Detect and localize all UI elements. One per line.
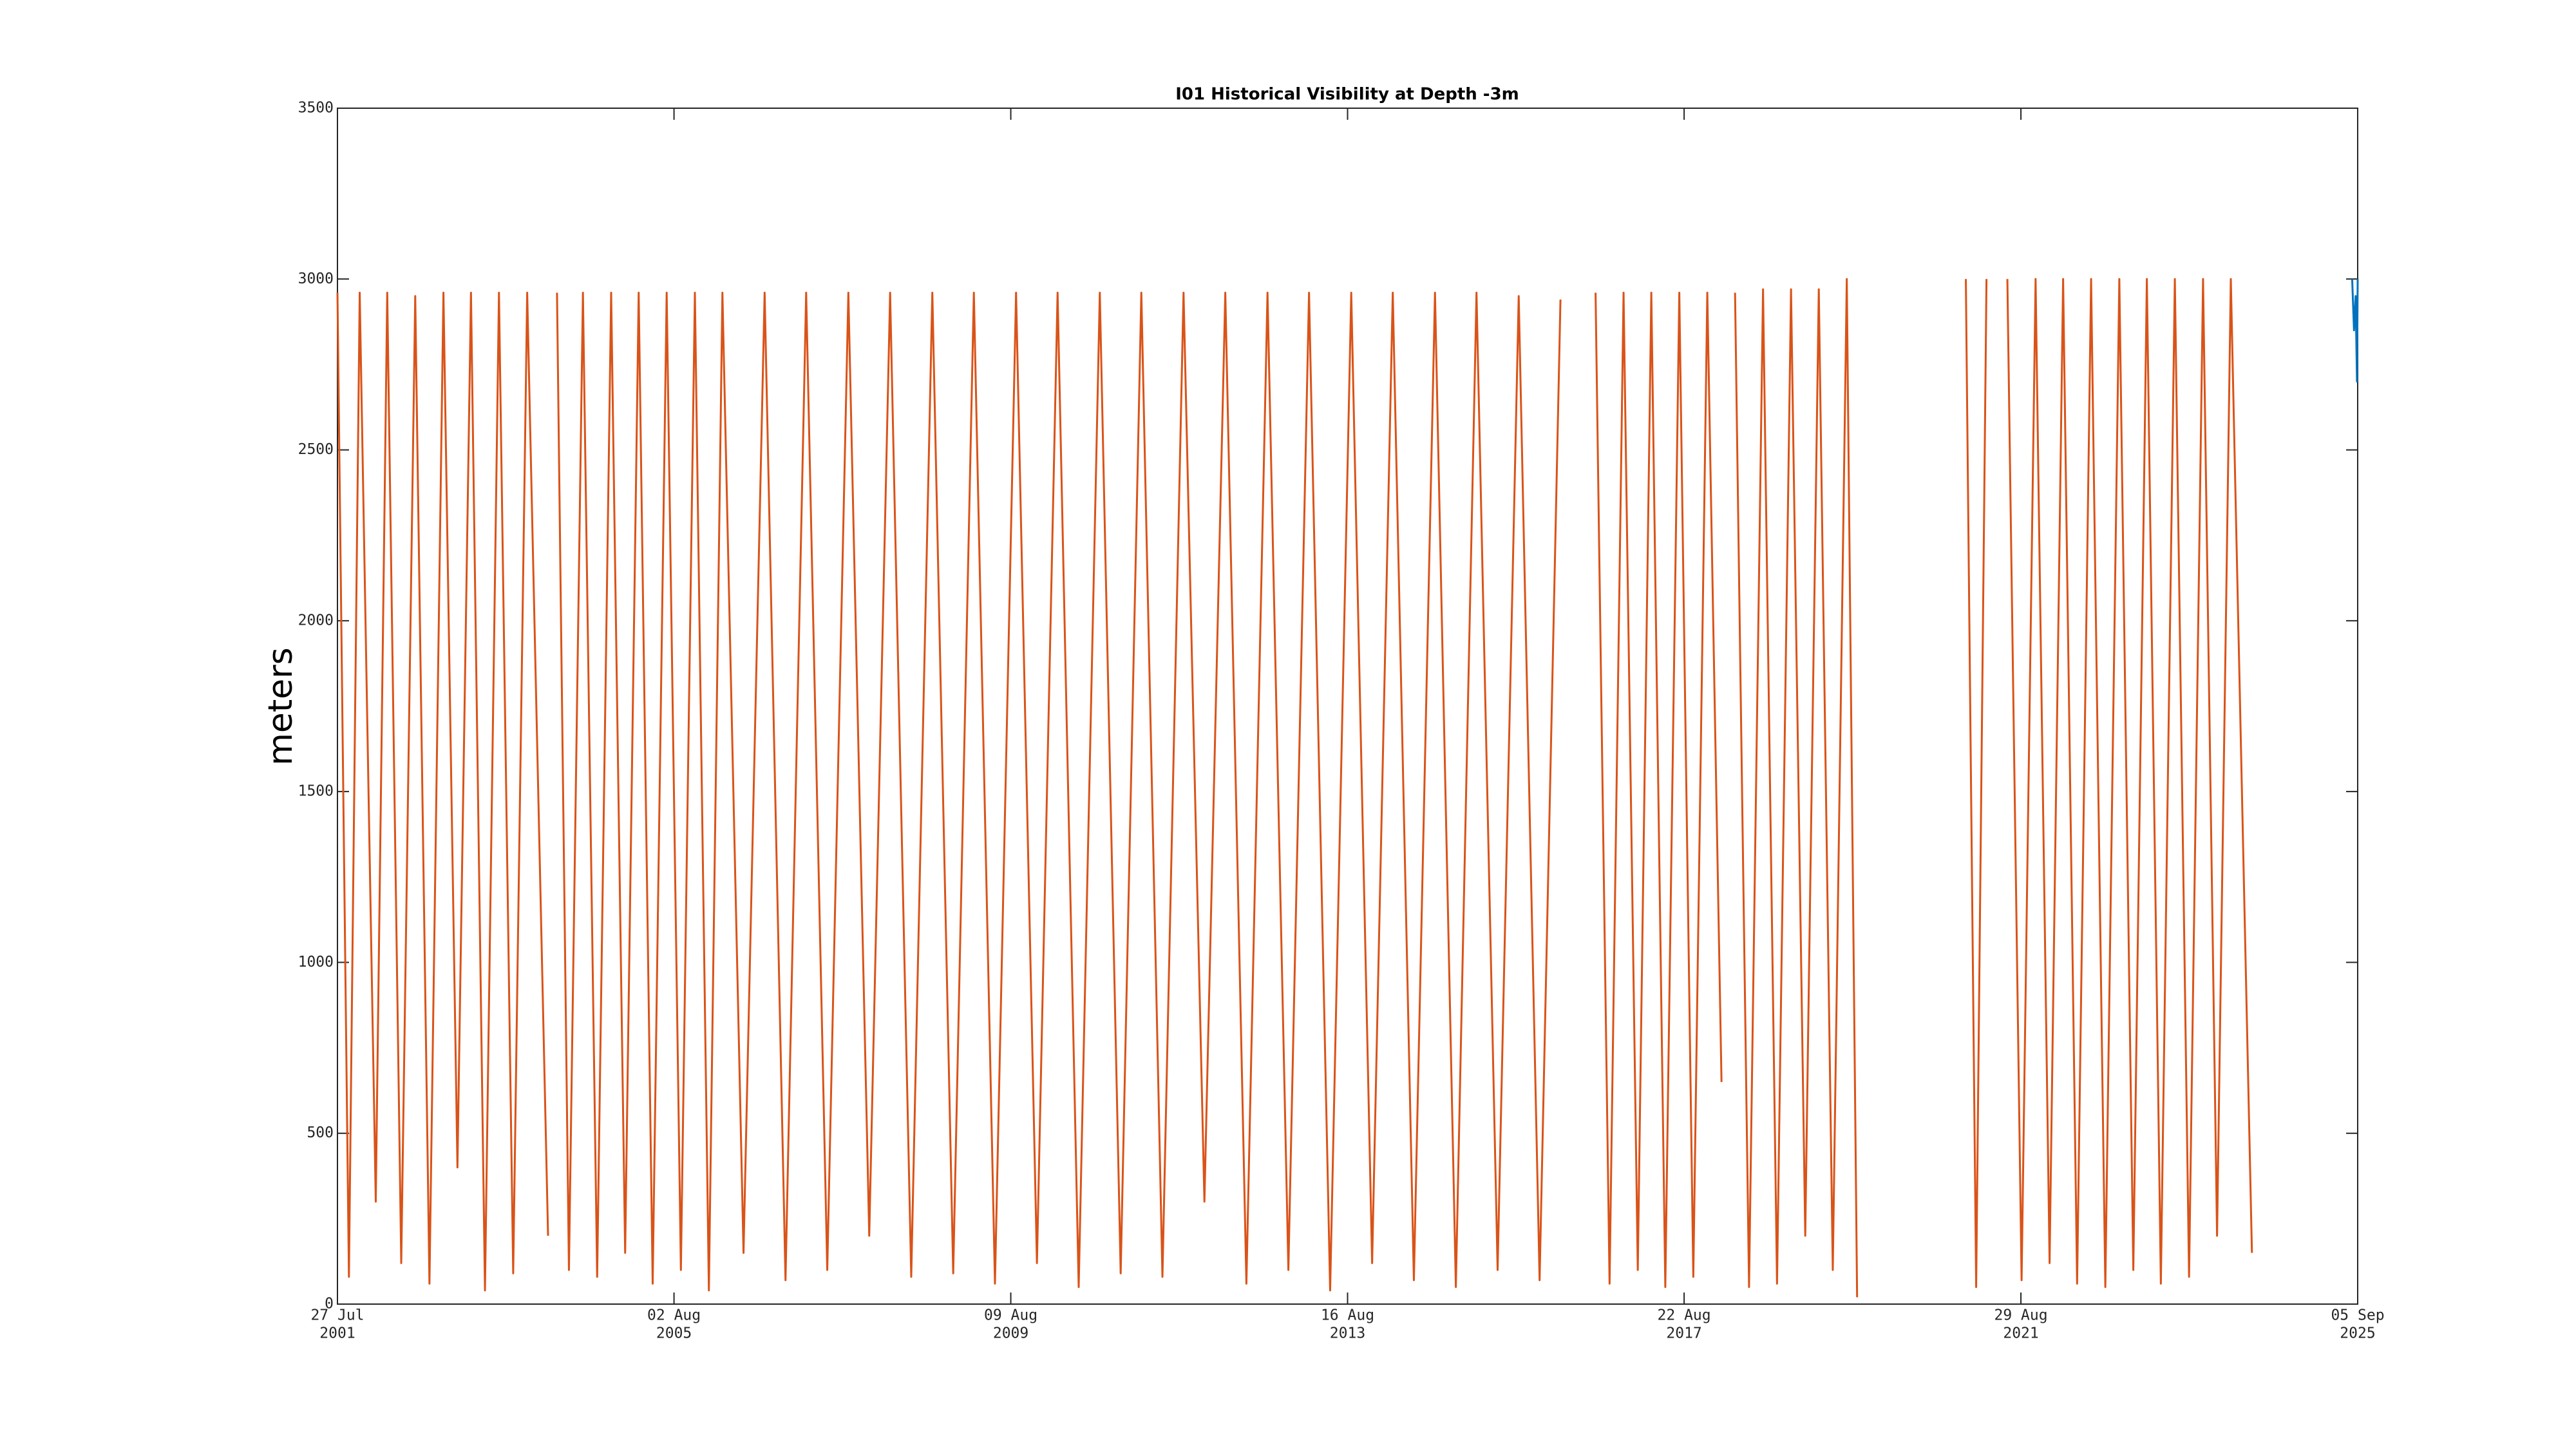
y-tick-label: 1000	[298, 954, 334, 971]
plot-box	[337, 108, 2358, 1305]
x-tick-label: 29 Aug	[1994, 1307, 2048, 1324]
x-tick-label: 09 Aug	[984, 1307, 1037, 1324]
x-tick-label: 2021	[2003, 1325, 2038, 1342]
y-tick-label: 2500	[298, 441, 334, 458]
x-tick-label: 22 Aug	[1658, 1307, 1711, 1324]
y-tick-label: 2000	[298, 612, 334, 629]
x-tick-label: 27 Jul	[310, 1307, 364, 1324]
x-tick-label: 2001	[319, 1325, 355, 1342]
y-tick-label: 1500	[298, 783, 334, 800]
y-tick-label: 3000	[298, 270, 334, 287]
y-axis-label: meters	[261, 647, 300, 766]
x-tick-label: 2017	[1666, 1325, 1701, 1342]
x-tick-label: 2013	[1330, 1325, 1365, 1342]
x-tick-label: 2009	[993, 1325, 1028, 1342]
data-line	[2351, 279, 2359, 383]
y-tick-label: 500	[307, 1124, 334, 1141]
y-tick-label: 3500	[298, 100, 334, 117]
x-tick-label: 05 Sep	[2331, 1307, 2384, 1324]
x-tick-label: 16 Aug	[1321, 1307, 1374, 1324]
x-tick-label: 2005	[656, 1325, 692, 1342]
y-tick-label: 0	[325, 1296, 334, 1312]
data-line	[336, 278, 2253, 1298]
x-tick-label: 2025	[2340, 1325, 2375, 1342]
chart-title: I01 Historical Visibility at Depth -3m	[1175, 85, 1519, 104]
x-tick-label: 02 Aug	[647, 1307, 701, 1324]
